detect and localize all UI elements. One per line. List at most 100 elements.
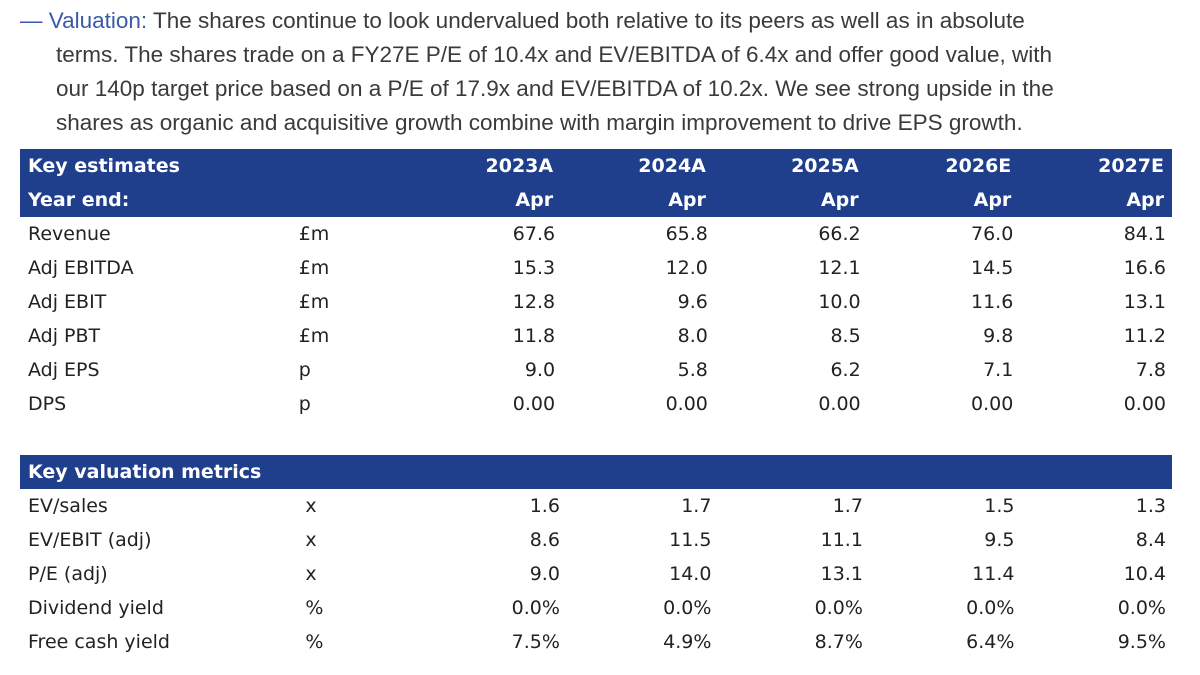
row-value: 10.4 [1123,563,1166,585]
row-value: 67.6 [512,223,556,245]
row-value: 1.6 [529,495,560,517]
row-value: 66.2 [818,223,861,245]
key-estimates-table: Key estimates 2023A 2024A 2025A 2026E 20… [20,149,1172,421]
valuation-label: Valuation: [48,8,148,33]
year-end-month: Apr [1019,183,1172,217]
key-valuation-table: Key valuation metrics EV/sales x 1.6 1.7 1.7… [20,455,1172,659]
year-end-month: Apr [866,183,1020,217]
table-row: P/E (adj) x 9.0 14.0 13.1 11.4 10.4 [20,557,1172,591]
table-row: Adj PBT £m 11.8 8.0 8.5 9.8 11.2 [20,319,1172,353]
row-value: 12.1 [818,257,861,279]
row-value: 11.6 [970,291,1014,313]
row-value: 7.1 [983,359,1014,381]
row-unit: % [305,631,324,653]
paragraph-line-2: terms. The shares trade on a FY27E P/E o… [56,42,1052,67]
row-value: 0.0% [511,597,560,619]
row-label: Adj EPS [28,359,100,381]
row-value: 1.7 [681,495,712,517]
row-value: 1.5 [984,495,1015,517]
row-value: 0.00 [1123,393,1166,415]
row-unit: £m [298,223,330,245]
row-value: 12.8 [512,291,556,313]
row-value: 8.4 [1135,529,1166,551]
row-value: 0.00 [665,393,708,415]
row-value: 11.8 [512,325,556,347]
year-end-row: Year end: Apr Apr Apr Apr Apr [20,183,1172,217]
row-value: 9.5 [984,529,1015,551]
row-value: 0.00 [512,393,556,415]
row-unit: £m [298,291,330,313]
row-value: 13.1 [820,563,863,585]
row-label: Revenue [28,223,111,245]
row-label: EV/EBIT (adj) [28,529,152,551]
paragraph-line-1: The shares continue to look undervalued … [147,8,1025,33]
row-value: 13.1 [1123,291,1166,313]
row-value: 16.6 [1123,257,1166,279]
row-label: Adj EBIT [28,291,107,313]
row-value: 9.6 [677,291,708,313]
valuation-paragraph: — Valuation: The shares continue to look… [20,4,1180,140]
row-unit: p [298,393,311,415]
year-end-month: Apr [561,183,714,217]
row-value: 10.0 [818,291,861,313]
row-unit: x [305,495,317,517]
row-value: 7.5% [511,631,560,653]
key-valuation-body: EV/sales x 1.6 1.7 1.7 1.5 1.3 EV/EBIT (adj) x 8.… [20,489,1172,659]
table-row: DPS p 0.00 0.00 0.00 0.00 0.00 [20,387,1172,421]
row-value: 15.3 [512,257,556,279]
key-estimates-header-row: Key estimates 2023A 2024A 2025A 2026E 20… [20,149,1172,183]
row-label: Adj EBITDA [28,257,134,279]
row-value: 11.2 [1123,325,1166,347]
table-row: Free cash yield% 7.5% 4.9% 8.7% 6.4% 9.5% [20,625,1172,659]
year-2025: 2025A [713,149,867,183]
table-row: Dividend yield% 0.0% 0.0% 0.0% 0.0% 0.0% [20,591,1172,625]
table-row: Adj EBIT £m 12.8 9.6 10.0 11.6 13.1 [20,285,1172,319]
row-value: 0.0% [814,597,863,619]
year-end-month: Apr [408,183,562,217]
row-value: 5.8 [677,359,708,381]
row-value: 4.9% [663,631,712,653]
row-unit: x [305,529,317,551]
row-value: 9.8 [983,325,1014,347]
year-2027: 2027E [1019,149,1172,183]
row-value: 84.1 [1123,223,1166,245]
paragraph-line-4: shares as organic and acquisitive growth… [56,110,1023,135]
year-2023: 2023A [408,149,562,183]
row-label: DPS [28,393,67,415]
row-value: 0.0% [663,597,712,619]
year-end-label: Year end: [20,183,293,217]
row-unit: p [298,359,311,381]
row-value: 11.5 [669,529,712,551]
row-value: 9.5% [1117,631,1166,653]
year-end-month: Apr [713,183,867,217]
row-label: Dividend yield [28,597,164,619]
key-estimates-body: Revenue £m 67.6 65.8 66.2 76.0 84.1 Adj EBITDA £… [20,217,1172,421]
row-value: 1.3 [1135,495,1166,517]
paragraph-line-3: our 140p target price based on a P/E of … [56,76,1054,101]
row-value: 76.0 [970,223,1014,245]
row-value: 9.0 [529,563,560,585]
row-unit: % [305,597,324,619]
table-row: EV/EBIT (adj) x 8.6 11.5 11.1 9.5 8.4 [20,523,1172,557]
row-label: P/E (adj) [28,563,108,585]
row-value: 6.2 [830,359,861,381]
table-row: Adj EPS p 9.0 5.8 6.2 7.1 7.8 [20,353,1172,387]
row-label: Free cash yield [28,631,170,653]
row-value: 9.0 [524,359,556,381]
row-value: 14.0 [669,563,712,585]
row-value: 8.5 [830,325,861,347]
row-label: Adj PBT [28,325,101,347]
key-estimates-title: Key estimates [20,149,293,183]
row-value: 8.6 [529,529,560,551]
row-value: 0.00 [818,393,861,415]
row-unit: £m [298,257,330,279]
row-value: 11.4 [972,563,1015,585]
key-valuation-header-row: Key valuation metrics [20,455,1172,489]
row-value: 0.00 [970,393,1014,415]
table-row: EV/sales x 1.6 1.7 1.7 1.5 1.3 [20,489,1172,523]
row-value: 0.0% [966,597,1015,619]
row-unit: £m [298,325,330,347]
row-value: 8.0 [677,325,708,347]
row-value: 8.7% [814,631,863,653]
table-row: Adj EBITDA £m 15.3 12.0 12.1 14.5 16.6 [20,251,1172,285]
